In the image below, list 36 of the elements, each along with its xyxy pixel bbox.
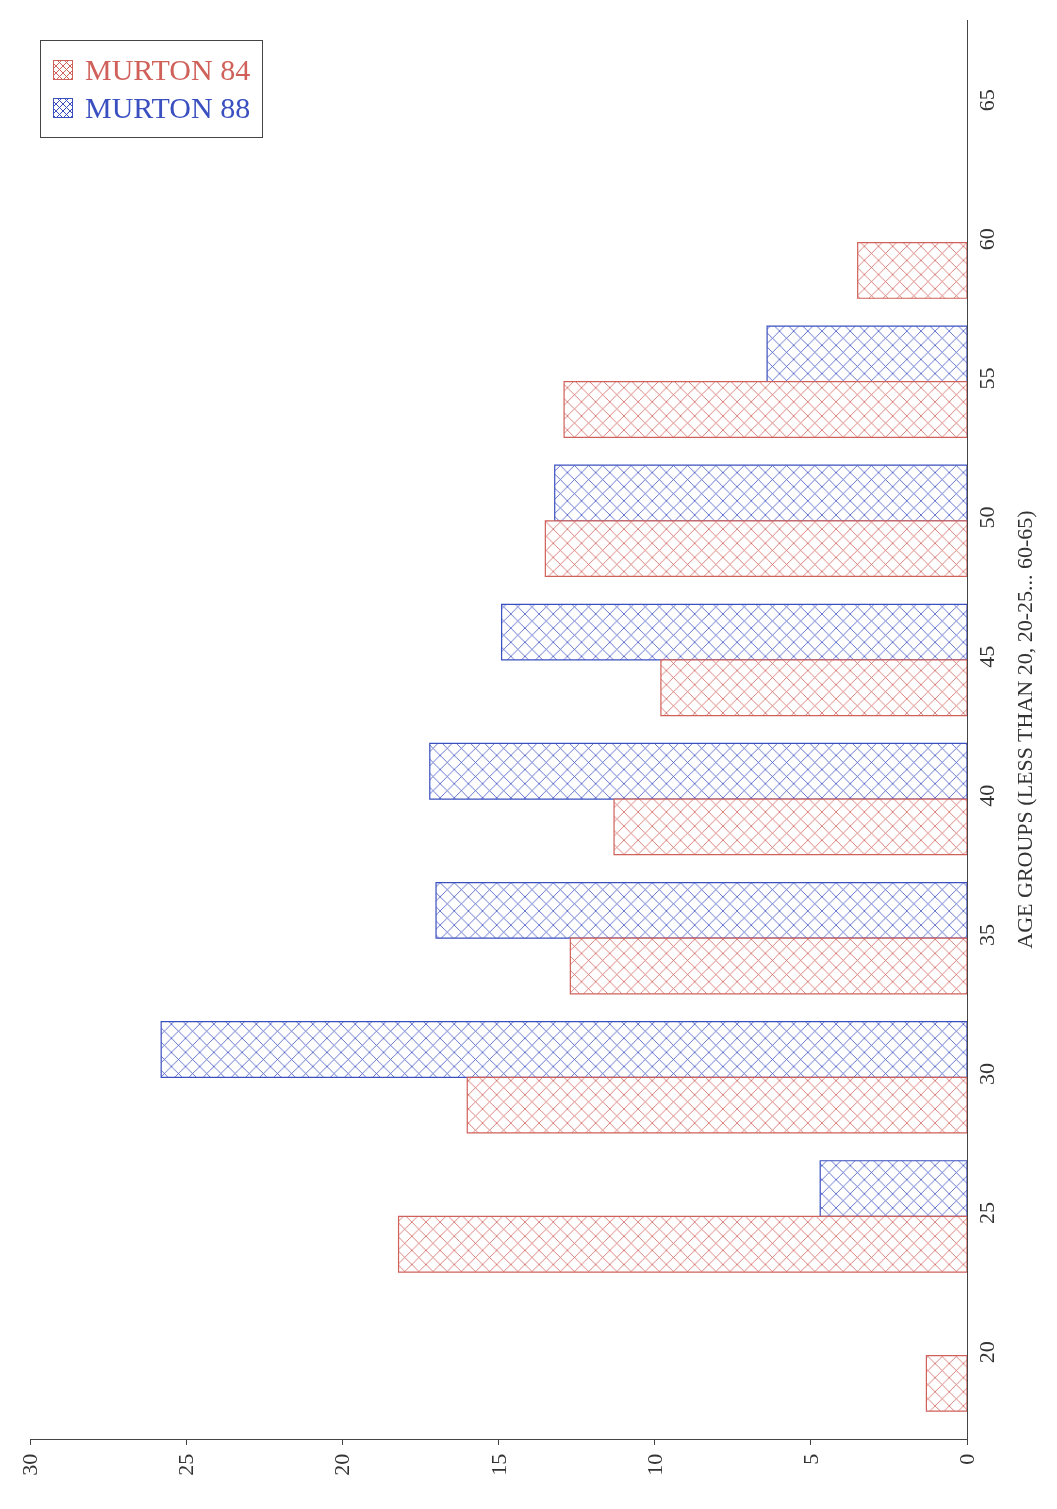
x-tick-label: 25 — [173, 1453, 199, 1476]
bar — [397, 1215, 967, 1273]
y-tick-label: 25 — [974, 1202, 1000, 1225]
bar — [613, 798, 967, 856]
bar — [563, 381, 967, 438]
bar — [160, 1021, 967, 1078]
y-tick-label: 55 — [974, 367, 1000, 390]
x-tick-label: 15 — [485, 1453, 511, 1476]
y-tick-label: 35 — [974, 923, 1000, 946]
y-tick-label: 40 — [974, 784, 1000, 807]
legend-label: MURTON 88 — [85, 91, 251, 125]
bar — [857, 241, 967, 299]
bar — [435, 881, 967, 939]
bar — [766, 325, 967, 383]
bar — [925, 1354, 967, 1412]
x-tick-label: 30 — [17, 1453, 43, 1476]
bar — [819, 1160, 967, 1218]
x-tick-label: 5 — [797, 1453, 823, 1465]
x-tick-label: 10 — [641, 1453, 667, 1476]
x-tick-label: 0 — [954, 1453, 980, 1465]
bar — [569, 937, 967, 995]
y-axis-title: AGE GROUPS (LESS THAN 20, 20-25... 60-65) — [1012, 510, 1037, 949]
y-tick-label: 20 — [974, 1341, 1000, 1364]
bar — [466, 1076, 967, 1134]
legend-label: MURTON 84 — [85, 53, 251, 87]
bar — [429, 742, 967, 800]
bar — [660, 659, 967, 717]
y-tick-label: 30 — [974, 1062, 1000, 1085]
bar — [544, 520, 967, 578]
y-tick-label: 65 — [974, 89, 1000, 112]
y-tick-label: 50 — [974, 506, 1000, 529]
y-tick-label: 45 — [974, 645, 1000, 668]
bar — [554, 464, 967, 522]
bar — [501, 603, 967, 661]
y-tick-label: 60 — [974, 228, 1000, 251]
x-tick-label: 20 — [329, 1453, 355, 1476]
